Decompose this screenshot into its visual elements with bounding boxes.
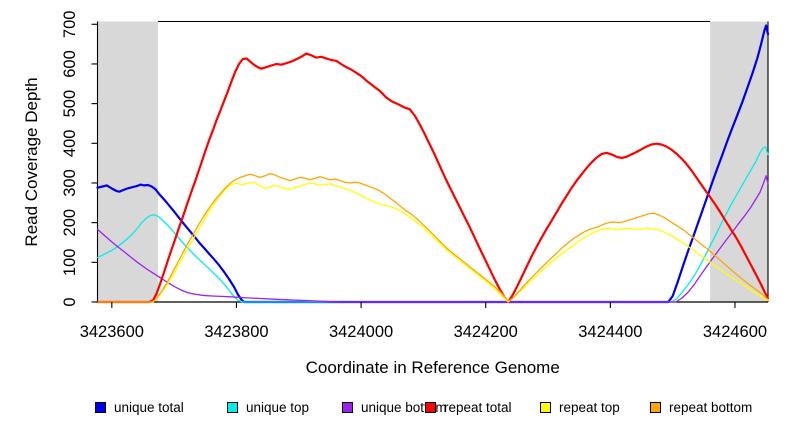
shaded-regions xyxy=(97,21,768,302)
shaded-region xyxy=(97,21,158,302)
legend-swatch-icon xyxy=(227,401,238,413)
y-tick-label: 0 xyxy=(61,297,79,306)
legend-label: repeat top xyxy=(559,399,620,415)
x-tick-label: 3424000 xyxy=(329,323,393,341)
plot-box xyxy=(96,20,769,303)
series-line-unique-top xyxy=(96,146,769,303)
x-tick-label: 3424400 xyxy=(578,323,642,341)
x-tick-label: 3423800 xyxy=(204,323,268,341)
legend-item-repeat-bottom: repeat bottom xyxy=(650,398,752,416)
series-line-unique-bottom xyxy=(96,175,769,303)
legend-swatch-icon xyxy=(425,401,436,413)
coverage-plot: 3423600 3423800 3424000 3424200 3424400 34246… xyxy=(22,11,770,377)
y-tick-label: 600 xyxy=(61,50,79,78)
y-tick-label: 700 xyxy=(61,11,79,39)
series-line-repeat-bottom xyxy=(96,172,769,303)
legend-swatch-icon xyxy=(650,401,661,413)
legend-item-repeat-top: repeat top xyxy=(540,398,620,416)
legend-label: unique total xyxy=(114,399,184,415)
y-tick-label: 300 xyxy=(61,169,79,197)
x-tick-label: 3424600 xyxy=(703,323,767,341)
x-tick-label: 3423600 xyxy=(80,323,144,341)
legend-label: unique top xyxy=(246,399,310,415)
legend-item-repeat-total: repeat total xyxy=(425,398,512,416)
legend-label: repeat total xyxy=(444,399,512,415)
x-axis-label: Coordinate in Reference Genome xyxy=(306,358,560,377)
legend-swatch-icon xyxy=(95,401,106,413)
legend-swatch-icon xyxy=(540,401,551,413)
series-line-repeat-total xyxy=(96,52,770,304)
y-axis-label: Read Coverage Depth xyxy=(22,77,41,246)
series-lines xyxy=(96,24,770,304)
y-tick-label: 400 xyxy=(61,130,79,158)
y-tick-label: 200 xyxy=(61,209,79,237)
legend-item-unique-top: unique top xyxy=(227,398,309,416)
y-tick-label: 100 xyxy=(61,249,79,277)
legend-swatch-icon xyxy=(342,401,353,413)
legend: unique total unique top unique bottom repea… xyxy=(0,398,792,418)
series-line-unique-total xyxy=(96,24,770,304)
axes: 3423600 3423800 3424000 3424200 3424400 34246… xyxy=(61,11,767,341)
y-tick-label: 500 xyxy=(61,90,79,118)
legend-item-unique-total: unique total xyxy=(95,398,184,416)
legend-label: repeat bottom xyxy=(669,399,753,415)
x-tick-label: 3424200 xyxy=(454,323,518,341)
series-line-repeat-top xyxy=(96,181,769,303)
